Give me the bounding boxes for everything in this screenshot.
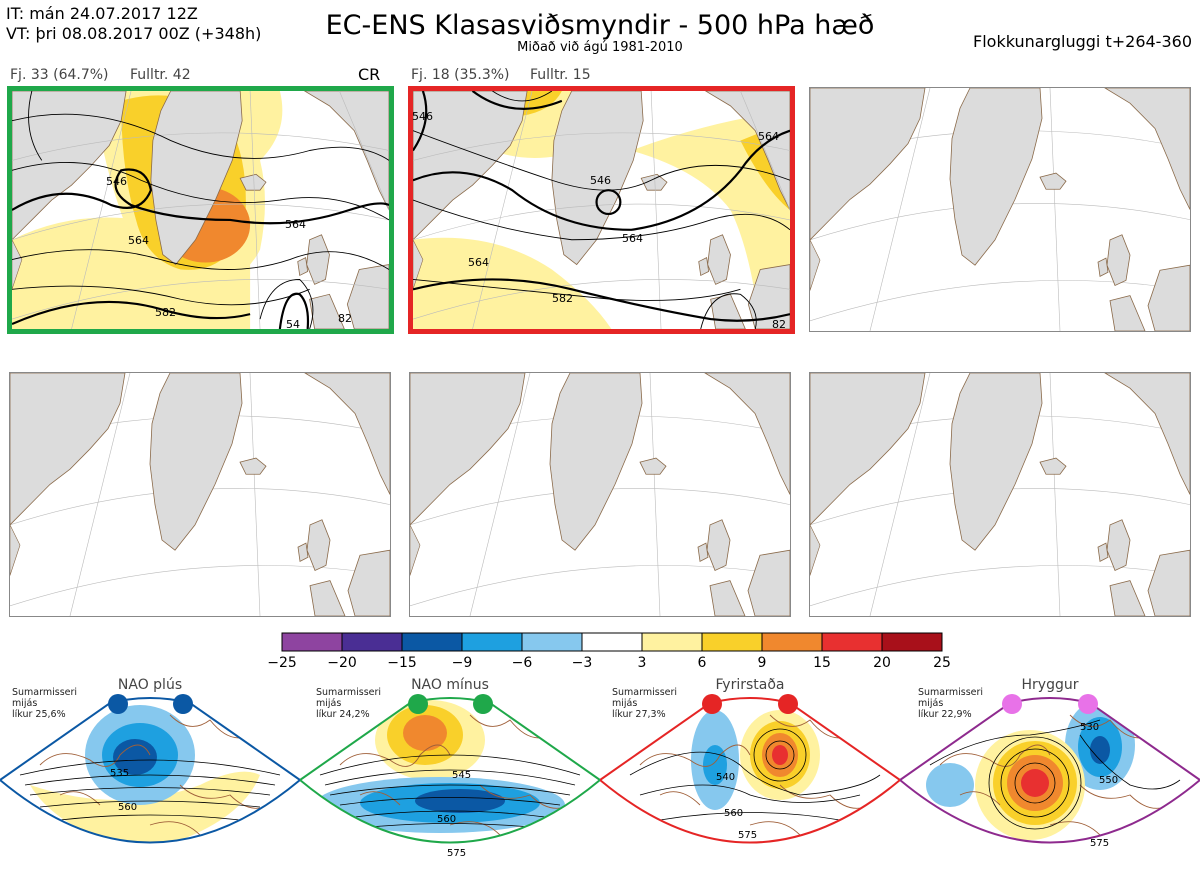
regime-contour-label: 545: [452, 770, 472, 781]
contour-label: 564: [758, 130, 779, 143]
colorbar-tick-label: −15: [387, 655, 417, 671]
contour-label: 82: [772, 318, 786, 331]
colorbar-tick-label: −6: [511, 655, 533, 671]
contour-label: 546: [590, 174, 611, 187]
colorbar-segment: [341, 632, 403, 652]
colorbar-tick-label: 6: [697, 655, 707, 671]
cluster-panel-2: [408, 86, 795, 334]
panel-2-count: Fj. 18 (35.3%): [411, 67, 510, 83]
regime-title: NAO mínus: [411, 677, 489, 693]
colorbar-tick-label: −9: [451, 655, 473, 671]
regime-contour-label: 540: [716, 772, 736, 783]
regime-contour-label: 575: [738, 830, 758, 841]
colorbar-segment: [761, 632, 823, 652]
colorbar-segment: [281, 632, 343, 652]
contour-label: 546: [106, 175, 127, 188]
colorbar-tick-label: 20: [873, 655, 891, 671]
contour-label: 564: [285, 218, 306, 231]
valid-time: VT: þri 08.08.2017 00Z (+348h): [6, 24, 262, 43]
colorbar-tick-label: 9: [757, 655, 767, 671]
contour-label: 582: [155, 306, 176, 319]
contour-label: 54: [286, 318, 300, 331]
regime-info: Sumarmisseri mijás líkur 27,3%: [612, 687, 678, 720]
empty-map-panel: [409, 372, 791, 617]
regime-info: Sumarmisseri mijás líkur 24,2%: [316, 687, 382, 720]
regime-info: Sumarmisseri mijás líkur 25,6%: [12, 687, 78, 720]
page-subtitle: Miðað við ágú 1981-2010: [517, 40, 683, 55]
regime-contour-label: 560: [724, 808, 744, 819]
colorbar-segment: [701, 632, 763, 652]
regime-contour-label: 550: [1099, 775, 1119, 786]
regime-title: Fyrirstaða: [715, 677, 785, 693]
colorbar-segment: [581, 632, 643, 652]
colorbar: [281, 632, 943, 652]
page-title: EC-ENS Klasasviðsmyndir - 500 hPa hæð: [325, 10, 875, 41]
regime-contour-label: 575: [447, 848, 467, 859]
classification-window: Flokkunargluggi t+264-360: [973, 32, 1192, 51]
colorbar-segment: [821, 632, 883, 652]
contour-label: 546: [412, 110, 433, 123]
empty-map-panel: [809, 87, 1191, 332]
colorbar-segment: [401, 632, 463, 652]
colorbar-segment: [461, 632, 523, 652]
empty-map-panel: [9, 372, 391, 617]
empty-map-panel: [809, 372, 1191, 617]
panel-2-representative: Fulltr. 15: [530, 67, 591, 83]
panel-1-count: Fj. 33 (64.7%): [10, 67, 109, 83]
header-info: IT: mán 24.07.2017 12Z VT: þri 08.08.201…: [6, 4, 261, 44]
regime-title: NAO plús: [117, 677, 183, 693]
colorbar-tick-label: 25: [933, 655, 951, 671]
regime-title: Hryggur: [1021, 677, 1079, 693]
issue-time: IT: mán 24.07.2017 12Z: [6, 4, 198, 23]
regime-contour-label: 535: [110, 768, 130, 779]
regime-contour-label: 560: [118, 802, 138, 813]
regime-nao-plus: [0, 675, 300, 871]
panel-1-regime-code: CR: [358, 65, 381, 84]
colorbar-tick-label: 3: [637, 655, 647, 671]
panel-1-representative: Fulltr. 42: [130, 67, 191, 83]
contour-label: 564: [622, 232, 643, 245]
regime-ridge: [900, 675, 1200, 871]
colorbar-segment: [881, 632, 943, 652]
regime-nao-minus: [300, 675, 600, 871]
regime-info: Sumarmisseri mijás líkur 22,9%: [918, 687, 984, 720]
cluster-panel-1: [7, 86, 394, 334]
regime-contour-label: 530: [1080, 722, 1100, 733]
colorbar-tick-label: −20: [327, 655, 357, 671]
regime-contour-label: 575: [1090, 838, 1110, 849]
contour-label: 82: [338, 312, 352, 325]
contour-label: 582: [552, 292, 573, 305]
contour-label: 564: [468, 256, 489, 269]
colorbar-segment: [521, 632, 583, 652]
colorbar-tick-label: 15: [813, 655, 831, 671]
colorbar-tick-label: −3: [571, 655, 593, 671]
regime-blocking: [600, 675, 900, 871]
regime-contour-label: 560: [437, 814, 457, 825]
colorbar-segment: [641, 632, 703, 652]
colorbar-tick-label: −25: [267, 655, 297, 671]
contour-label: 564: [128, 234, 149, 247]
